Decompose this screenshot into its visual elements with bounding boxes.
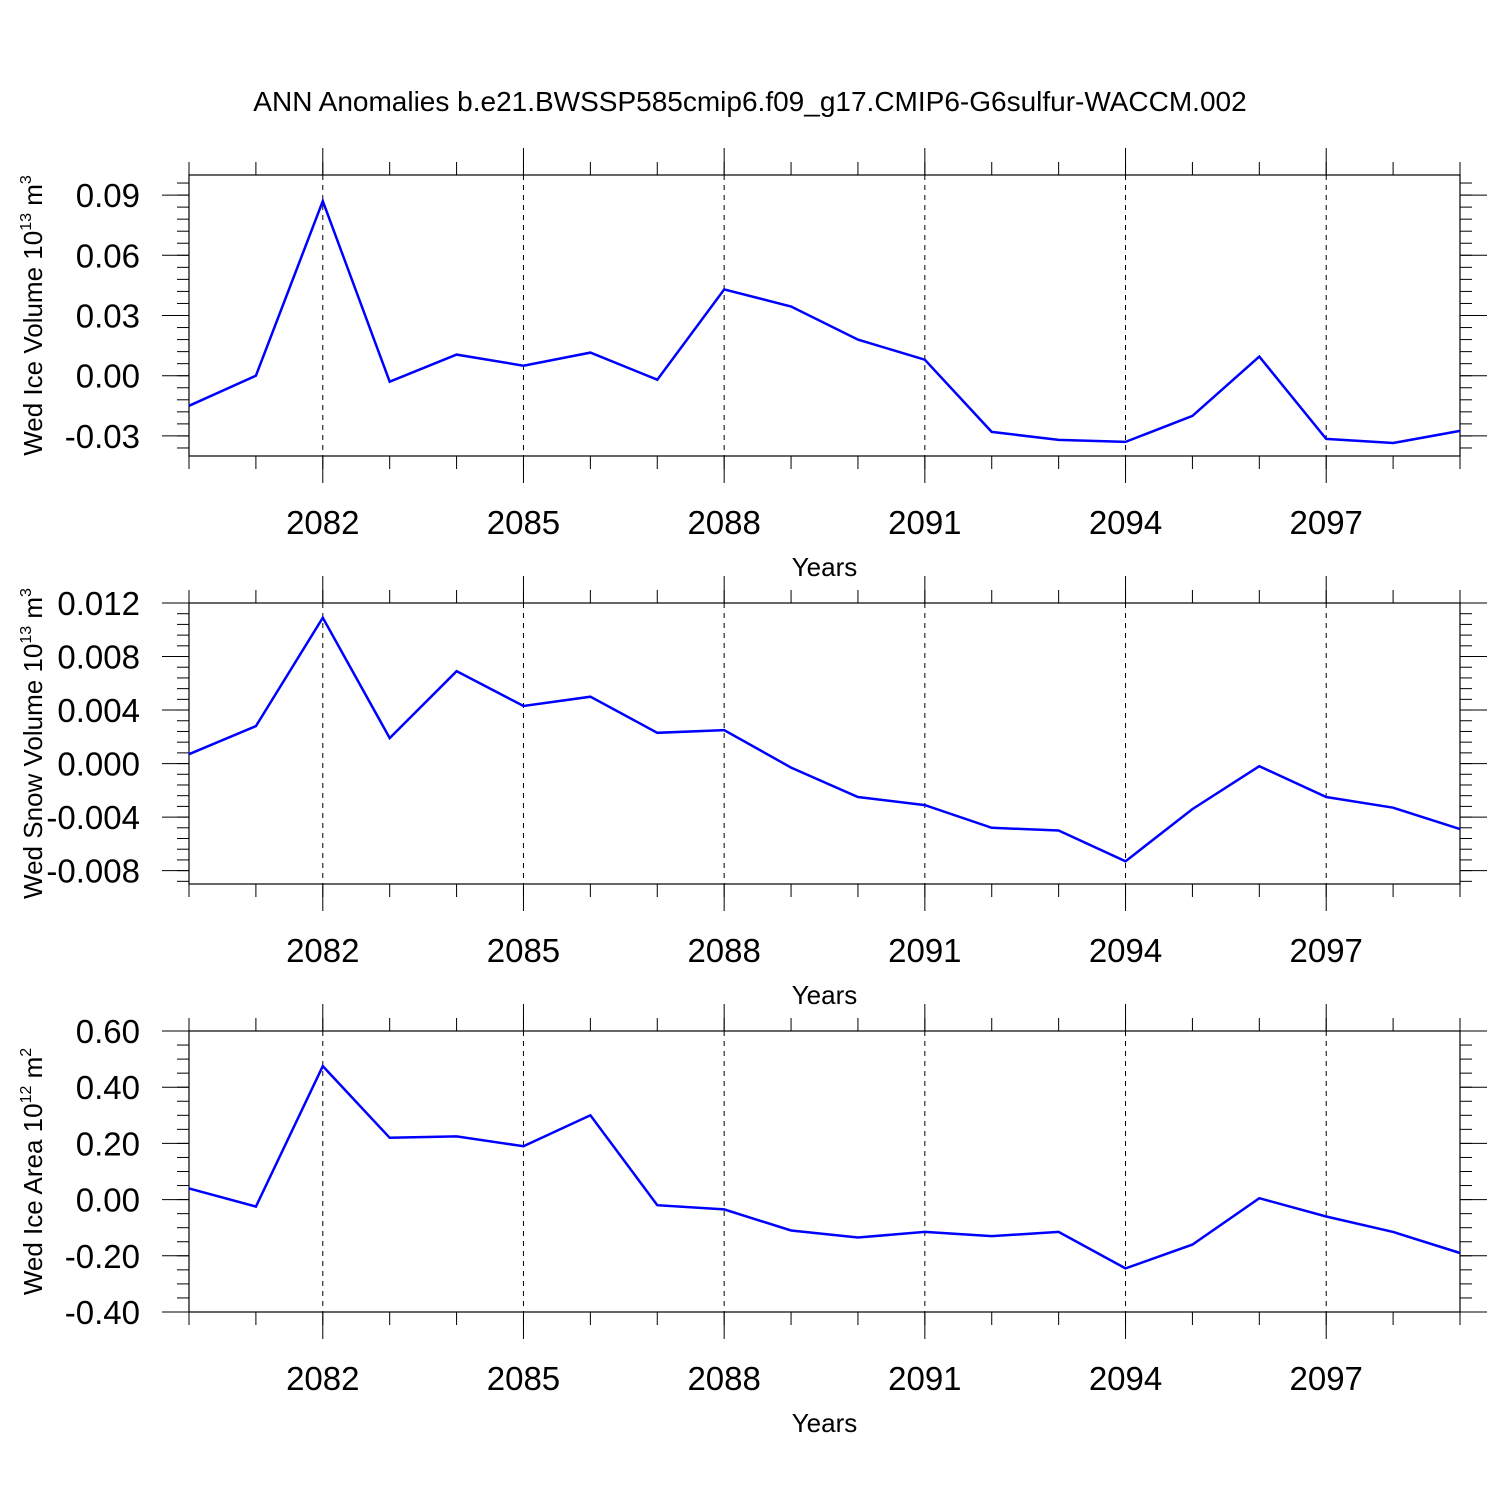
y-tick-label: -0.20 <box>65 1238 140 1275</box>
plot-frame <box>188 1030 1461 1313</box>
y-tick-label: -0.03 <box>65 418 140 455</box>
y-tick-label: 0.00 <box>76 1182 140 1219</box>
x-tick-label: 2097 <box>1289 504 1362 541</box>
x-tick-label: 2091 <box>888 932 961 969</box>
x-tick-label: 2085 <box>487 932 560 969</box>
y-tick-label: 0.40 <box>76 1069 140 1106</box>
x-tick-label: 2085 <box>487 504 560 541</box>
y-tick-label: 0.60 <box>76 1013 140 1050</box>
x-tick-label: 2082 <box>286 932 359 969</box>
x-tick-label: 2091 <box>888 504 961 541</box>
x-tick-label: 2082 <box>286 504 359 541</box>
series-line <box>188 197 1461 445</box>
y-tick-label: 0.008 <box>57 639 140 676</box>
x-axis-title: Years <box>792 552 858 582</box>
x-axis-title: Years <box>792 980 858 1010</box>
y-tick-label: 0.09 <box>76 177 140 214</box>
x-tick-label: 2085 <box>487 1360 560 1397</box>
panel-3: -0.40 -0.20 0.00 0.20 0.40 0.60 2082 2085 2088 20… <box>18 1004 1487 1438</box>
y-tick-label: -0.40 <box>65 1294 140 1331</box>
series-line <box>188 1063 1461 1270</box>
y-axis-title: Wed Ice Area 1012 m2 <box>18 1048 48 1295</box>
x-axis-title: Years <box>792 1408 858 1438</box>
y-tick-label: 0.004 <box>57 692 140 729</box>
y-tick-label: 0.012 <box>57 585 140 622</box>
y-tick-label: -0.004 <box>46 799 140 836</box>
y-axis-title: Wed Ice Volume 1013 m3 <box>18 175 48 456</box>
y-tick-label: 0.000 <box>57 746 140 783</box>
chart-title: ANN Anomalies b.e21.BWSSP585cmip6.f09_g1… <box>253 86 1246 117</box>
plot-frame <box>188 602 1461 885</box>
y-axis-title: Wed Snow Volume 1013 m3 <box>18 588 48 899</box>
x-tick-label: 2088 <box>687 932 760 969</box>
x-tick-label: 2088 <box>687 504 760 541</box>
x-tick-label: 2088 <box>687 1360 760 1397</box>
panel-2: -0.008 -0.004 0.000 0.004 0.008 0.012 2082 2085… <box>18 576 1487 1010</box>
x-tick-label: 2097 <box>1289 1360 1362 1397</box>
series-line <box>188 615 1461 863</box>
x-tick-label: 2097 <box>1289 932 1362 969</box>
y-tick-label: 0.00 <box>76 358 140 395</box>
y-tick-label: 0.20 <box>76 1125 140 1162</box>
x-tick-label: 2094 <box>1089 504 1162 541</box>
x-tick-label: 2094 <box>1089 1360 1162 1397</box>
x-tick-label: 2091 <box>888 1360 961 1397</box>
x-tick-label: 2082 <box>286 1360 359 1397</box>
y-tick-label: 0.06 <box>76 237 140 274</box>
y-tick-label: -0.008 <box>46 853 140 890</box>
plot-frame <box>188 174 1461 457</box>
x-tick-label: 2094 <box>1089 932 1162 969</box>
y-tick-label: 0.03 <box>76 298 140 335</box>
panel-1: -0.03 0.00 0.03 0.06 0.09 2082 2085 2088 2091 209… <box>18 148 1487 582</box>
